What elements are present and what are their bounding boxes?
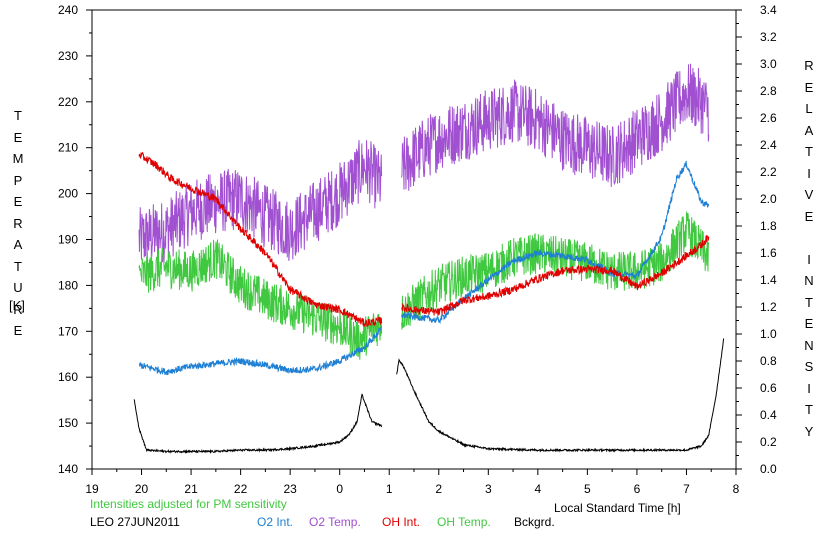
right-tick-label: 3.0 bbox=[760, 57, 777, 71]
series-oh-temp-line bbox=[138, 239, 383, 360]
legend-oh-temp: OH Temp. bbox=[437, 515, 491, 529]
right-tick-label: 0.0 bbox=[760, 462, 777, 476]
left-axis-unit: [K] bbox=[9, 298, 25, 313]
right-tick-label: 0.2 bbox=[760, 435, 777, 449]
series-o2-temp-line bbox=[138, 140, 383, 263]
series-oh-int-line bbox=[138, 151, 383, 327]
left-tick-label: 240 bbox=[58, 3, 78, 17]
left-tick-label: 160 bbox=[58, 370, 78, 384]
left-tick-label: 170 bbox=[58, 324, 78, 338]
x-tick-label: 1 bbox=[386, 482, 393, 496]
x-tick-label: 22 bbox=[234, 482, 248, 496]
right-tick-label: 1.4 bbox=[760, 273, 777, 287]
legend-o2-int: O2 Int. bbox=[257, 515, 294, 529]
x-tick-label: 0 bbox=[336, 482, 343, 496]
right-tick-label: 3.2 bbox=[760, 30, 777, 44]
x-tick-label: 2 bbox=[435, 482, 442, 496]
x-tick-label: 23 bbox=[283, 482, 297, 496]
right-tick-label: 1.0 bbox=[760, 327, 777, 341]
left-tick-label: 210 bbox=[58, 141, 78, 155]
x-tick-label: 7 bbox=[683, 482, 690, 496]
right-tick-label: 2.2 bbox=[760, 165, 777, 179]
legend-o2-temp: O2 Temp. bbox=[309, 515, 361, 529]
x-tick-label: 20 bbox=[135, 482, 149, 496]
series-o2-int-line bbox=[138, 326, 383, 376]
x-tick-label: 6 bbox=[634, 482, 641, 496]
series-oh-temp-line bbox=[401, 211, 710, 330]
x-tick-label: 8 bbox=[733, 482, 740, 496]
right-tick-label: 0.8 bbox=[760, 354, 777, 368]
plot-frame bbox=[91, 9, 737, 470]
right-tick-label: 0.6 bbox=[760, 381, 777, 395]
x-tick-label: 4 bbox=[535, 482, 542, 496]
left-tick-label: 200 bbox=[58, 187, 78, 201]
left-tick-label: 150 bbox=[58, 416, 78, 430]
x-tick-label: 3 bbox=[485, 482, 492, 496]
series-bckgrd-line bbox=[396, 338, 725, 453]
series-oh-int-line bbox=[401, 234, 710, 316]
left-tick-label: 220 bbox=[58, 95, 78, 109]
x-tick-label: 5 bbox=[584, 482, 591, 496]
right-tick-label: 2.0 bbox=[760, 192, 777, 206]
right-tick-label: 3.4 bbox=[760, 3, 777, 17]
right-tick-label: 2.8 bbox=[760, 84, 777, 98]
legend-oh-int: OH Int. bbox=[382, 515, 421, 529]
station-date-label: LEO 27JUN2011 bbox=[90, 515, 180, 529]
right-tick-label: 0.4 bbox=[760, 408, 777, 422]
right-tick-label: 1.8 bbox=[760, 219, 777, 233]
x-tick-label: 19 bbox=[85, 482, 99, 496]
left-tick-label: 180 bbox=[58, 278, 78, 292]
pm-sensitivity-note: Intensities adjusted for PM sensitivity bbox=[90, 497, 287, 511]
series-o2-temp-line bbox=[401, 63, 710, 191]
left-tick-label: 140 bbox=[58, 462, 78, 476]
series-o2-int-line bbox=[401, 160, 710, 325]
x-axis-label: Local Standard Time [h] bbox=[554, 501, 681, 515]
left-tick-label: 190 bbox=[58, 233, 78, 247]
legend-bckgrd: Bckgrd. bbox=[514, 515, 555, 529]
x-tick-label: 21 bbox=[184, 482, 198, 496]
right-tick-label: 2.4 bbox=[760, 138, 777, 152]
left-tick-label: 230 bbox=[58, 49, 78, 63]
right-tick-label: 1.2 bbox=[760, 300, 777, 314]
right-tick-label: 1.6 bbox=[760, 246, 777, 260]
series-bckgrd-line bbox=[133, 393, 383, 454]
right-tick-label: 2.6 bbox=[760, 111, 777, 125]
